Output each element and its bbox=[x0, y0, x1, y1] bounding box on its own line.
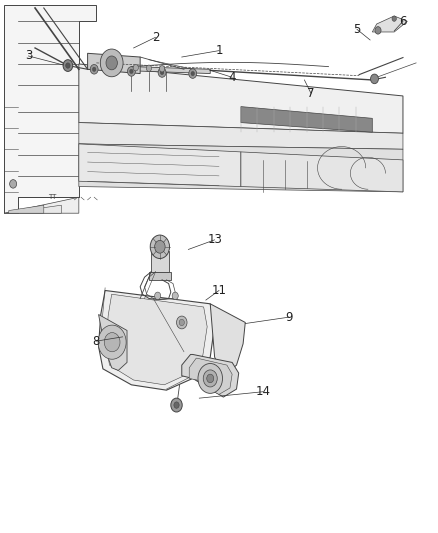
Circle shape bbox=[189, 69, 197, 78]
Text: 6: 6 bbox=[399, 15, 407, 28]
Circle shape bbox=[160, 70, 164, 75]
Circle shape bbox=[158, 68, 166, 77]
Circle shape bbox=[146, 65, 152, 71]
Text: 7: 7 bbox=[307, 87, 315, 100]
Polygon shape bbox=[88, 53, 140, 74]
Circle shape bbox=[371, 74, 378, 84]
Circle shape bbox=[130, 69, 133, 74]
Circle shape bbox=[172, 292, 178, 300]
Text: 9: 9 bbox=[285, 311, 293, 324]
Circle shape bbox=[98, 325, 126, 359]
Circle shape bbox=[155, 240, 165, 253]
Circle shape bbox=[150, 235, 170, 259]
Circle shape bbox=[203, 370, 217, 387]
Circle shape bbox=[177, 316, 187, 329]
Polygon shape bbox=[9, 205, 44, 213]
Text: 11: 11 bbox=[212, 284, 226, 297]
Text: 13: 13 bbox=[207, 233, 222, 246]
Circle shape bbox=[63, 60, 73, 71]
Polygon shape bbox=[151, 251, 169, 272]
Polygon shape bbox=[79, 144, 241, 187]
Text: 2: 2 bbox=[152, 31, 159, 44]
Polygon shape bbox=[4, 205, 61, 213]
Polygon shape bbox=[106, 294, 207, 385]
Circle shape bbox=[191, 71, 194, 76]
Polygon shape bbox=[99, 290, 215, 390]
Circle shape bbox=[104, 333, 120, 352]
Polygon shape bbox=[182, 354, 239, 397]
Circle shape bbox=[392, 16, 396, 21]
Text: TT: TT bbox=[48, 194, 57, 200]
Polygon shape bbox=[79, 123, 403, 149]
Polygon shape bbox=[88, 65, 210, 74]
Text: 8: 8 bbox=[93, 335, 100, 348]
Circle shape bbox=[92, 67, 96, 71]
Circle shape bbox=[207, 374, 214, 383]
Circle shape bbox=[90, 64, 98, 74]
Circle shape bbox=[155, 292, 161, 300]
Polygon shape bbox=[241, 107, 372, 132]
Circle shape bbox=[106, 56, 117, 70]
Polygon shape bbox=[210, 304, 245, 376]
Polygon shape bbox=[241, 152, 403, 192]
Polygon shape bbox=[79, 144, 403, 192]
Text: 14: 14 bbox=[255, 385, 270, 398]
Circle shape bbox=[66, 63, 70, 68]
Circle shape bbox=[198, 364, 223, 393]
Circle shape bbox=[375, 27, 381, 34]
Circle shape bbox=[100, 49, 123, 77]
Circle shape bbox=[179, 319, 184, 326]
Circle shape bbox=[10, 180, 17, 188]
Text: 3: 3 bbox=[25, 50, 32, 62]
Circle shape bbox=[133, 64, 138, 71]
Polygon shape bbox=[372, 16, 407, 32]
Polygon shape bbox=[149, 272, 171, 280]
Circle shape bbox=[159, 66, 165, 72]
Polygon shape bbox=[189, 358, 232, 394]
Circle shape bbox=[171, 398, 182, 412]
Circle shape bbox=[127, 67, 135, 76]
Polygon shape bbox=[99, 314, 127, 370]
Polygon shape bbox=[4, 5, 96, 213]
Text: 1: 1 bbox=[215, 44, 223, 57]
Polygon shape bbox=[4, 197, 79, 213]
Circle shape bbox=[174, 402, 179, 408]
Text: 4: 4 bbox=[228, 71, 236, 84]
Polygon shape bbox=[79, 64, 403, 133]
Text: 5: 5 bbox=[353, 23, 360, 36]
